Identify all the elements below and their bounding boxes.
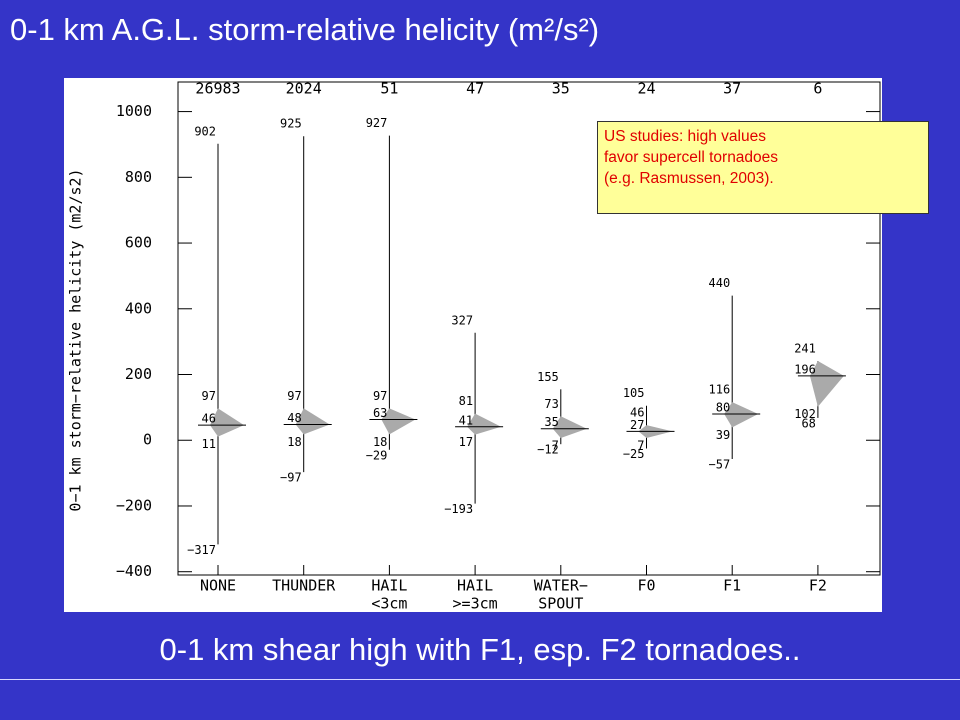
q1-label: 18 xyxy=(287,435,301,449)
min-label: 68 xyxy=(801,416,815,430)
annotation-line: US studies: high values xyxy=(604,128,766,145)
iqr-diamond xyxy=(809,361,844,407)
max-label: 327 xyxy=(451,313,473,327)
q3-label: 241 xyxy=(794,342,816,356)
q1-label: 11 xyxy=(202,437,216,451)
q1-label: 102 xyxy=(794,407,816,421)
q1-label: 17 xyxy=(459,435,473,449)
count-label: 6 xyxy=(813,80,822,98)
q3-label: 97 xyxy=(287,389,301,403)
min-label: −97 xyxy=(280,471,302,485)
annotation-line: favor supercell tornadoes xyxy=(604,149,779,166)
max-label: 927 xyxy=(366,116,388,130)
count-label: 2024 xyxy=(286,80,322,98)
iqr-diamond xyxy=(552,416,587,438)
q3-label: 97 xyxy=(373,389,387,403)
y-axis-label: 0−1 km storm−relative helicity (m2/s2) xyxy=(67,168,85,511)
x-tick-label: THUNDER xyxy=(272,577,336,595)
count-label: 26983 xyxy=(195,80,240,98)
q3-label: 116 xyxy=(709,383,731,397)
y-tick-label: −200 xyxy=(116,496,152,514)
q3-label: 73 xyxy=(544,397,558,411)
max-label: 925 xyxy=(280,117,302,131)
q3-label: 46 xyxy=(630,406,644,420)
max-label: 105 xyxy=(623,386,645,400)
y-tick-label: 600 xyxy=(125,234,152,252)
y-tick-label: 0 xyxy=(143,431,152,449)
count-label: 51 xyxy=(380,80,398,98)
y-tick-label: 200 xyxy=(125,365,152,383)
min-label: −57 xyxy=(709,457,731,471)
count-label: 37 xyxy=(723,80,741,98)
count-label: 47 xyxy=(466,80,484,98)
q1-label: 7 xyxy=(637,438,644,452)
median-label: 27 xyxy=(630,418,644,432)
plot-frame xyxy=(177,81,881,576)
max-label: 902 xyxy=(194,124,216,138)
min-label: −29 xyxy=(366,448,388,462)
median-label: 48 xyxy=(287,411,301,425)
annotation-line: (e.g. Rasmussen, 2003). xyxy=(604,170,774,187)
count-label: 35 xyxy=(552,80,570,98)
min-label: −12 xyxy=(537,443,559,457)
divider xyxy=(0,679,960,680)
q1-label: 7 xyxy=(552,438,559,452)
min-label: −317 xyxy=(187,543,216,557)
median-label: 80 xyxy=(716,400,730,414)
x-tick-label: HAIL xyxy=(371,577,407,595)
x-tick-label: F0 xyxy=(637,577,655,595)
q1-label: 39 xyxy=(716,428,730,442)
max-label: 440 xyxy=(709,276,731,290)
y-tick-label: 800 xyxy=(125,168,152,186)
caption: 0-1 km shear high with F1, esp. F2 torna… xyxy=(159,632,801,667)
q1-label: 18 xyxy=(373,435,387,449)
min-label: −25 xyxy=(623,447,645,461)
q3-label: 81 xyxy=(459,394,473,408)
min-label: −193 xyxy=(444,502,473,516)
y-tick-label: 400 xyxy=(125,299,152,317)
iqr-diamond xyxy=(381,408,416,435)
median-label: 35 xyxy=(544,415,558,429)
median-label: 63 xyxy=(373,406,387,420)
iqr-diamond xyxy=(724,402,759,428)
max-label: 155 xyxy=(537,370,559,384)
iqr-diamond xyxy=(210,408,244,437)
x-tick-sublabel: SPOUT xyxy=(538,595,583,613)
x-tick-label: NONE xyxy=(200,577,236,595)
count-label: 24 xyxy=(637,80,655,98)
x-tick-sublabel: <3cm xyxy=(371,595,407,613)
median-label: 41 xyxy=(459,413,473,427)
x-tick-label: F2 xyxy=(809,577,827,595)
median-label: 196 xyxy=(794,362,816,376)
x-tick-label: WATER− xyxy=(534,577,588,595)
x-tick-label: HAIL xyxy=(457,577,493,595)
x-tick-label: F1 xyxy=(723,577,741,595)
x-tick-sublabel: >=3cm xyxy=(453,595,498,613)
y-tick-label: −400 xyxy=(116,562,152,580)
median-label: 46 xyxy=(202,412,216,426)
iqr-diamond xyxy=(467,413,502,435)
y-tick-label: 1000 xyxy=(116,102,152,120)
annotation: US studies: high values favor supercell … xyxy=(597,121,929,214)
iqr-diamond xyxy=(295,408,330,435)
q3-label: 97 xyxy=(202,389,216,403)
slide-title: 0-1 km A.G.L. storm-relative helicity (m… xyxy=(10,12,600,47)
